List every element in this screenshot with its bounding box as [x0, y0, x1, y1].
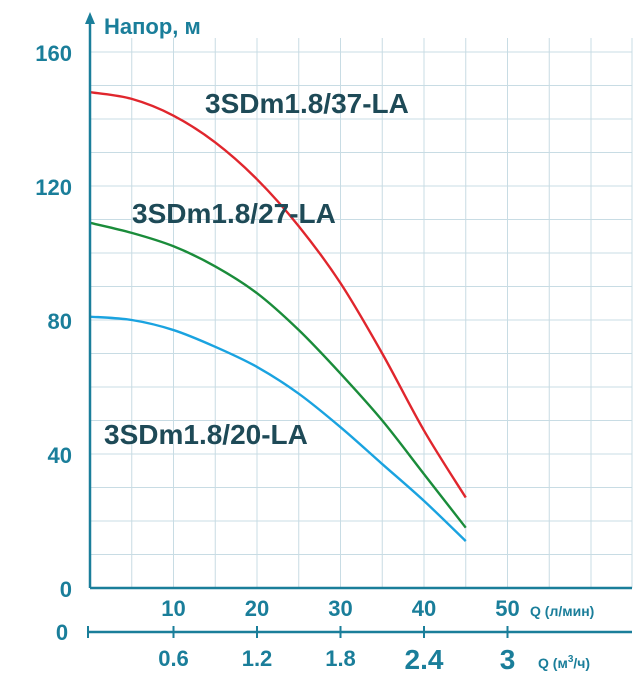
- series-label: 3SDm1.8/27-LA: [132, 198, 336, 229]
- x-tick-label-lmin: 10: [161, 596, 185, 621]
- x-tick-label-m3h: 1.2: [242, 646, 273, 671]
- y-axis-arrow: [85, 12, 95, 24]
- axes: [85, 12, 632, 638]
- x-zero-label: 0: [56, 620, 68, 645]
- curves: [89, 91, 467, 542]
- y-tick-label: 120: [35, 175, 72, 200]
- y-tick-label: 40: [48, 443, 72, 468]
- labels: 0 40 80 120 160 Напор, м 10 20 30 40 50 Q (л/мин) 0 0…: [35, 14, 594, 674]
- x-axis-unit-m3h: Q (м3/ч): [538, 654, 590, 671]
- series-label: 3SDm1.8/37-LA: [205, 88, 409, 119]
- x-tick-label-lmin: 40: [412, 596, 436, 621]
- x-tick-label-lmin: 20: [245, 596, 269, 621]
- grid: [90, 38, 633, 588]
- x-axis-unit-lmin: Q (л/мин): [530, 603, 594, 619]
- x-tick-label-m3h: 1.8: [325, 646, 356, 671]
- x-tick-label-m3h: 0.6: [158, 646, 189, 671]
- y-tick-label: 80: [48, 309, 72, 334]
- series-label: 3SDm1.8/20-LA: [104, 419, 308, 450]
- x-tick-label-m3h: 2.4: [405, 644, 444, 674]
- curve-3SDm1.8/20-LA: [89, 315, 467, 542]
- y-tick-label: 160: [35, 41, 72, 66]
- y-axis-title: Напор, м: [104, 14, 201, 39]
- y-tick-label: 0: [60, 577, 72, 602]
- x-tick-label-lmin: 30: [328, 596, 352, 621]
- x-tick-label-lmin: 50: [495, 596, 519, 621]
- curve-3SDm1.8/27-LA: [89, 221, 467, 529]
- x-tick-label-m3h: 3: [500, 644, 516, 674]
- curve-3SDm1.8/37-LA: [89, 91, 467, 499]
